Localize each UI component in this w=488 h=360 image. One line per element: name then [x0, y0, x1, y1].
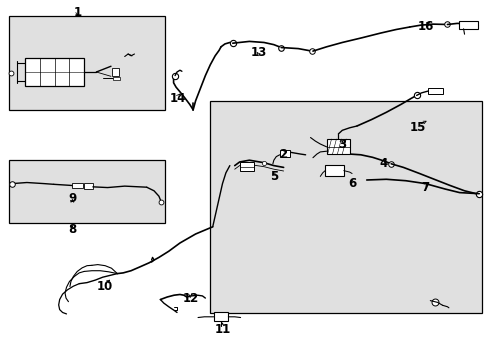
Text: 10: 10: [97, 280, 113, 293]
Bar: [427, 88, 442, 94]
Bar: [25, 58, 84, 86]
Text: 4: 4: [379, 157, 387, 170]
Text: 16: 16: [416, 21, 433, 33]
Text: 2: 2: [279, 148, 287, 161]
Bar: [213, 312, 228, 321]
Text: 9: 9: [68, 192, 76, 204]
Text: 1: 1: [73, 6, 81, 19]
Bar: [210, 101, 481, 313]
Text: 5: 5: [269, 170, 277, 183]
Bar: [84, 183, 93, 189]
Bar: [9, 16, 165, 110]
Text: 14: 14: [169, 93, 185, 105]
Bar: [326, 139, 349, 154]
Text: 12: 12: [182, 292, 199, 305]
Text: 11: 11: [214, 323, 230, 336]
Bar: [279, 150, 290, 157]
Bar: [113, 77, 120, 80]
Text: 7: 7: [421, 181, 428, 194]
Bar: [239, 162, 254, 171]
Text: 15: 15: [409, 121, 426, 134]
Text: 6: 6: [347, 177, 355, 190]
Bar: [9, 160, 165, 223]
Text: 13: 13: [250, 46, 267, 59]
Bar: [112, 68, 119, 76]
Bar: [458, 21, 477, 29]
Bar: [325, 165, 343, 176]
Text: 8: 8: [68, 223, 76, 236]
Bar: [72, 183, 83, 188]
Text: 3: 3: [338, 138, 346, 150]
